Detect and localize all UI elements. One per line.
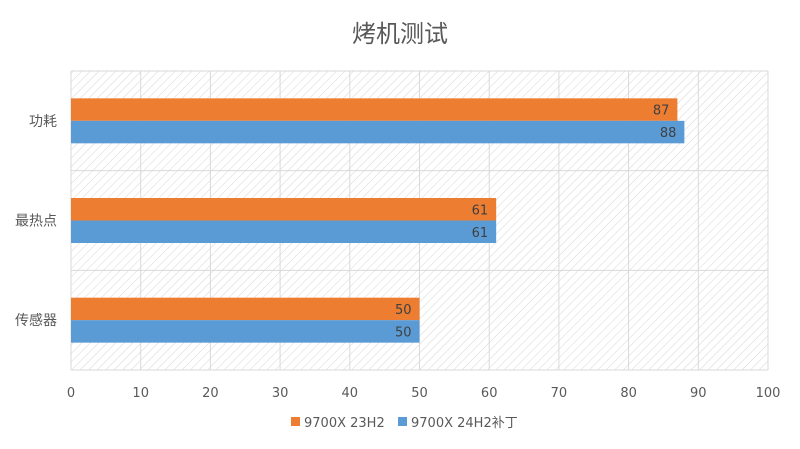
data-label: 61 (472, 226, 489, 241)
bar-23h2 (71, 297, 420, 321)
x-tick-label: 50 (411, 386, 428, 401)
x-tick-label: 20 (202, 386, 219, 401)
x-tick-label: 90 (690, 386, 707, 401)
bar-23h2 (71, 98, 678, 121)
y-category-label: 最热点 (15, 214, 57, 230)
x-tick-label: 10 (132, 386, 149, 401)
y-category-label: 功耗 (29, 114, 57, 130)
bar-24h2 (71, 120, 685, 144)
legend-label: 9700X 24H2补丁 (411, 416, 518, 431)
legend-label: 9700X 23H2 (304, 416, 385, 431)
chart-title: 烤机测试 (352, 20, 448, 48)
data-label: 61 (472, 203, 489, 218)
x-tick-label: 0 (67, 386, 75, 401)
bar-24h2 (71, 320, 420, 343)
x-tick-label: 30 (272, 386, 289, 401)
x-tick-label: 60 (481, 386, 498, 401)
data-label: 87 (653, 104, 670, 119)
data-label: 50 (395, 325, 412, 340)
legend-swatch (398, 417, 407, 426)
data-label: 88 (660, 126, 677, 141)
x-tick-label: 80 (620, 386, 637, 401)
bar-24h2 (71, 220, 497, 243)
legend-swatch (291, 417, 300, 426)
data-label: 50 (395, 303, 412, 318)
bar-23h2 (71, 198, 497, 221)
x-tick-label: 100 (756, 386, 781, 401)
x-tick-label: 40 (342, 386, 359, 401)
y-category-label: 传感器 (15, 312, 57, 329)
x-tick-label: 70 (551, 386, 568, 401)
